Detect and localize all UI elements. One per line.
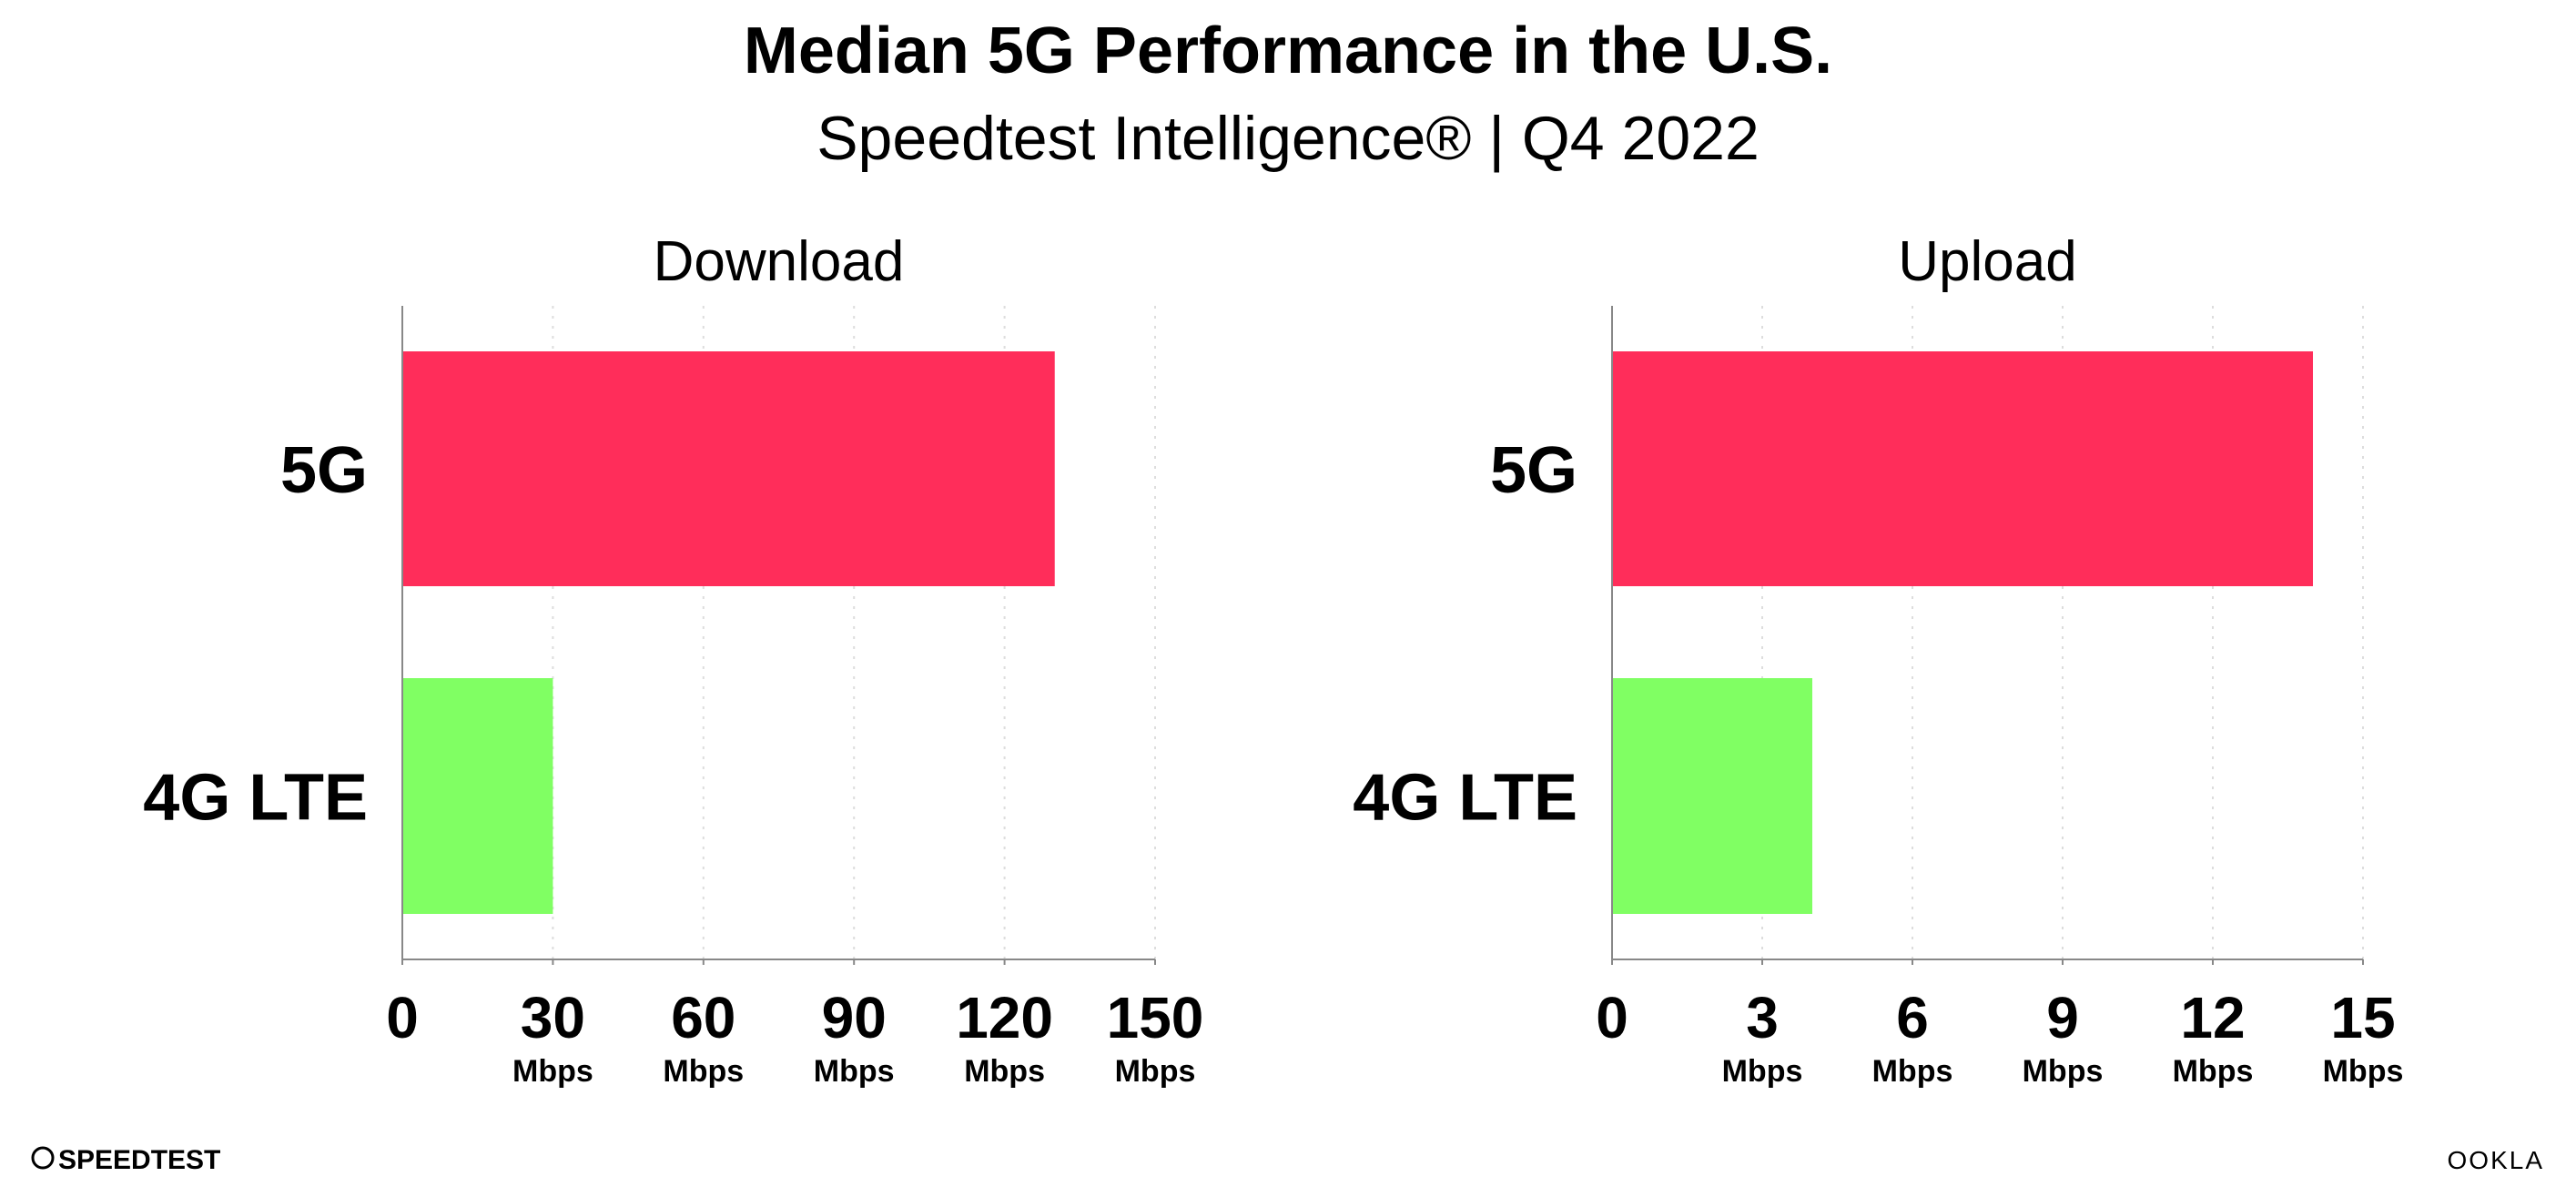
x-tick-label: 15 Mbps <box>2323 985 2404 1089</box>
tick-label-part: Mbps <box>2173 1054 2254 1089</box>
bar <box>1612 351 2313 586</box>
tick-label-part: Mbps <box>1722 1054 1803 1089</box>
x-tick-label: 90 Mbps <box>814 985 895 1089</box>
bar <box>402 351 1055 586</box>
tick-label-part: 15 <box>2330 985 2395 1050</box>
tick-label-part: 150 <box>1107 985 1204 1050</box>
tick-label-part: 12 <box>2180 985 2245 1050</box>
tick-label-part: Mbps <box>663 1054 744 1089</box>
tick-label-part: 30 <box>521 985 585 1050</box>
tick-label-part: 90 <box>822 985 887 1050</box>
tick-label-part: 120 <box>956 985 1053 1050</box>
x-tick-label: 12 Mbps <box>2173 985 2254 1089</box>
tick-label-part: Mbps <box>814 1054 895 1089</box>
x-tick-label: 0 <box>1596 985 1628 1050</box>
tick-label-part: 3 <box>1746 985 1779 1050</box>
y-tick-label: 4G LTE <box>1353 762 1577 835</box>
tick-label-part: Mbps <box>1115 1054 1196 1089</box>
x-tick-label: 3 Mbps <box>1722 985 1803 1089</box>
y-tick-label: 5G <box>280 434 368 507</box>
tick-label-part: Mbps <box>2023 1054 2104 1089</box>
page-title: Median 5G Performance in the U.S. <box>744 15 1832 87</box>
y-tick-label: 4G LTE <box>143 762 368 835</box>
x-tick-label: 120 Mbps <box>956 985 1053 1089</box>
tick-label-part: Mbps <box>1872 1054 1953 1089</box>
bar <box>402 678 553 914</box>
panel-title: Download <box>654 230 905 293</box>
bar <box>1612 678 1812 914</box>
footer-right: OOKLA <box>2448 1146 2544 1174</box>
y-tick-label: 5G <box>1490 434 1577 507</box>
panel-title: Upload <box>1898 230 2076 293</box>
x-tick-label: 30 Mbps <box>512 985 593 1089</box>
tick-label-part: Mbps <box>2323 1054 2404 1089</box>
x-tick-label: 0 <box>386 985 419 1050</box>
page-subtitle: Speedtest Intelligence® | Q4 2022 <box>816 104 1760 173</box>
speedtest-icon <box>31 1146 55 1170</box>
tick-label-part: Mbps <box>512 1054 593 1089</box>
x-tick-label: 150 Mbps <box>1107 985 1204 1089</box>
x-tick-label: 9 Mbps <box>2023 985 2104 1089</box>
x-tick-label: 6 Mbps <box>1872 985 1953 1089</box>
tick-label-part: Mbps <box>964 1054 1045 1089</box>
x-tick-label: 60 Mbps <box>663 985 744 1089</box>
tick-label-part: 9 <box>2046 985 2079 1050</box>
tick-label-part: 60 <box>671 985 735 1050</box>
tick-label-part: 6 <box>1896 985 1929 1050</box>
footer-left: SPEEDTEST <box>58 1145 220 1175</box>
